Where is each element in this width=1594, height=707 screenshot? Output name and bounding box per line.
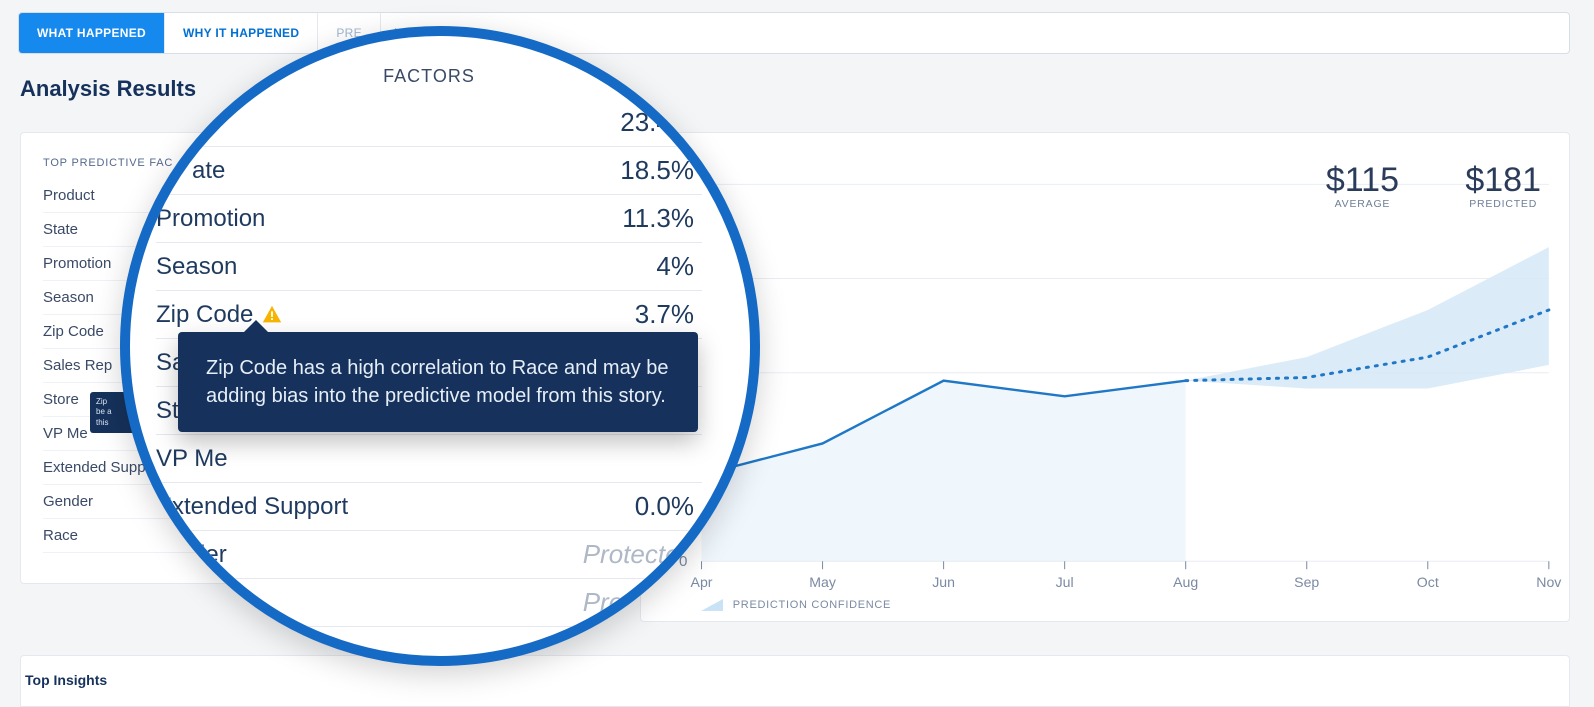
zoom-factor-row[interactable]: ate 18.5% [156, 147, 702, 195]
zoom-factor-row[interactable]: ct 23.4% [156, 99, 702, 147]
zoom-factor-row[interactable]: VP Me [156, 435, 702, 483]
zoom-factor-value: 23.4% [620, 107, 694, 138]
zoom-factor-value: 3.7% [635, 299, 694, 330]
zoom-factors-heading: FACTORS [156, 66, 702, 87]
svg-text:Nov: Nov [1536, 574, 1561, 590]
metric-predicted: $181 PREDICTED [1465, 161, 1541, 210]
zoom-factor-row[interactable]: Extended Support 0.0% [156, 483, 702, 531]
top-insights-header[interactable]: Top Insights [20, 655, 1570, 707]
zoom-factor-value: Protected [583, 539, 694, 570]
zoom-factor-row[interactable]: Season 4% [156, 243, 702, 291]
zoom-factor-label: VP Me [156, 445, 228, 473]
svg-text:Oct: Oct [1417, 574, 1439, 590]
zoom-factor-label: Extended Support [156, 493, 348, 521]
prediction-chart-card: 0120180240AprMayJunJulAugSepOctNov $115 … [640, 132, 1570, 622]
metric-average: $115 AVERAGE [1326, 161, 1399, 210]
svg-text:Jun: Jun [932, 574, 955, 590]
zoom-factor-value: 11.3% [622, 203, 694, 234]
zoom-factor-label: Promotion [156, 205, 265, 233]
svg-text:Sep: Sep [1294, 574, 1319, 590]
zoom-factor-label: der [156, 541, 227, 569]
bias-tooltip: Zip Code has a high correlation to Race … [178, 332, 698, 432]
zoom-factor-row[interactable]: Protected [156, 579, 702, 627]
zoom-factor-value: Protected [583, 587, 694, 618]
zoom-factor-label: Season [156, 253, 237, 281]
zoom-factor-row[interactable]: Promotion 11.3% [156, 195, 702, 243]
prediction-line-chart: 0120180240AprMayJunJulAugSepOctNov [641, 133, 1569, 621]
zoom-factor-label: ate [156, 157, 225, 185]
svg-text:Aug: Aug [1173, 574, 1198, 590]
svg-text:May: May [809, 574, 836, 590]
zoom-factor-row[interactable]: der Protected [156, 531, 702, 579]
zoom-factor-label: ct [156, 109, 211, 137]
zoom-factor-value: 4% [656, 251, 694, 282]
zoom-factor-value: 0.0% [635, 491, 694, 522]
svg-text:Jul: Jul [1056, 574, 1074, 590]
zoom-factor-value: 18.5% [620, 155, 694, 186]
